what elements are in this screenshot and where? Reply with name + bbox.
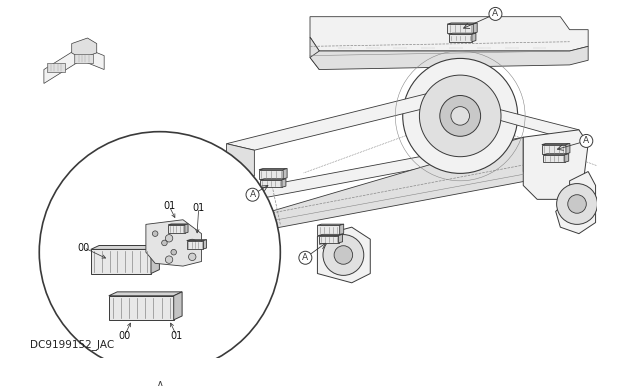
Circle shape xyxy=(246,188,259,201)
Polygon shape xyxy=(565,154,569,162)
Circle shape xyxy=(580,134,593,147)
Polygon shape xyxy=(472,33,476,42)
Text: 00: 00 xyxy=(78,242,90,252)
Polygon shape xyxy=(448,34,472,42)
Text: 01: 01 xyxy=(163,201,175,211)
Polygon shape xyxy=(463,100,583,144)
Text: 01: 01 xyxy=(170,331,183,341)
Polygon shape xyxy=(151,245,159,274)
Circle shape xyxy=(568,195,587,213)
Polygon shape xyxy=(448,33,476,34)
Polygon shape xyxy=(542,145,566,154)
Polygon shape xyxy=(566,144,570,154)
Polygon shape xyxy=(447,24,473,33)
Polygon shape xyxy=(319,234,343,235)
Polygon shape xyxy=(108,296,174,320)
Polygon shape xyxy=(74,54,93,63)
Polygon shape xyxy=(187,240,203,249)
Circle shape xyxy=(188,253,196,261)
Polygon shape xyxy=(146,220,202,266)
Circle shape xyxy=(171,249,177,255)
Polygon shape xyxy=(473,23,477,33)
Polygon shape xyxy=(310,46,588,69)
Polygon shape xyxy=(168,225,185,233)
Polygon shape xyxy=(282,179,286,187)
Circle shape xyxy=(188,239,196,247)
Polygon shape xyxy=(317,227,370,283)
Circle shape xyxy=(403,58,518,173)
Polygon shape xyxy=(283,169,287,179)
Polygon shape xyxy=(310,17,588,51)
Polygon shape xyxy=(46,63,65,72)
Polygon shape xyxy=(260,179,286,180)
Polygon shape xyxy=(174,292,182,320)
Circle shape xyxy=(162,240,167,246)
Polygon shape xyxy=(185,224,188,233)
Circle shape xyxy=(299,251,312,264)
Text: A: A xyxy=(156,381,163,386)
Circle shape xyxy=(489,7,502,20)
Polygon shape xyxy=(340,224,343,235)
Text: DC9199152_JAC: DC9199152_JAC xyxy=(30,340,114,350)
Polygon shape xyxy=(226,144,254,176)
Polygon shape xyxy=(542,144,570,145)
Circle shape xyxy=(166,235,173,242)
Text: 00: 00 xyxy=(118,331,131,341)
Polygon shape xyxy=(259,170,283,179)
Polygon shape xyxy=(217,195,231,237)
Polygon shape xyxy=(259,169,287,170)
Polygon shape xyxy=(203,240,206,249)
Polygon shape xyxy=(108,292,182,296)
Polygon shape xyxy=(339,234,343,243)
Text: A: A xyxy=(583,136,590,146)
Text: 01: 01 xyxy=(193,203,205,213)
Polygon shape xyxy=(217,137,537,237)
Circle shape xyxy=(451,107,469,125)
Polygon shape xyxy=(260,180,282,187)
Polygon shape xyxy=(44,46,104,83)
Circle shape xyxy=(419,75,501,157)
Polygon shape xyxy=(317,225,340,235)
Polygon shape xyxy=(543,154,569,155)
Circle shape xyxy=(39,132,280,373)
Circle shape xyxy=(166,256,173,263)
Polygon shape xyxy=(543,155,565,162)
Polygon shape xyxy=(91,245,159,249)
Circle shape xyxy=(153,231,158,237)
Circle shape xyxy=(557,184,598,224)
Polygon shape xyxy=(310,37,319,69)
Polygon shape xyxy=(317,224,343,225)
Text: A: A xyxy=(249,190,255,199)
Circle shape xyxy=(323,235,364,275)
Polygon shape xyxy=(556,171,596,234)
Polygon shape xyxy=(226,93,458,150)
Polygon shape xyxy=(91,249,151,274)
Polygon shape xyxy=(447,23,477,24)
Circle shape xyxy=(440,95,480,136)
Polygon shape xyxy=(168,224,188,225)
Text: A: A xyxy=(303,253,308,262)
Text: A: A xyxy=(492,9,498,19)
Polygon shape xyxy=(523,130,588,199)
Polygon shape xyxy=(217,137,537,204)
Circle shape xyxy=(334,246,353,264)
Polygon shape xyxy=(319,235,339,243)
Polygon shape xyxy=(72,38,97,58)
